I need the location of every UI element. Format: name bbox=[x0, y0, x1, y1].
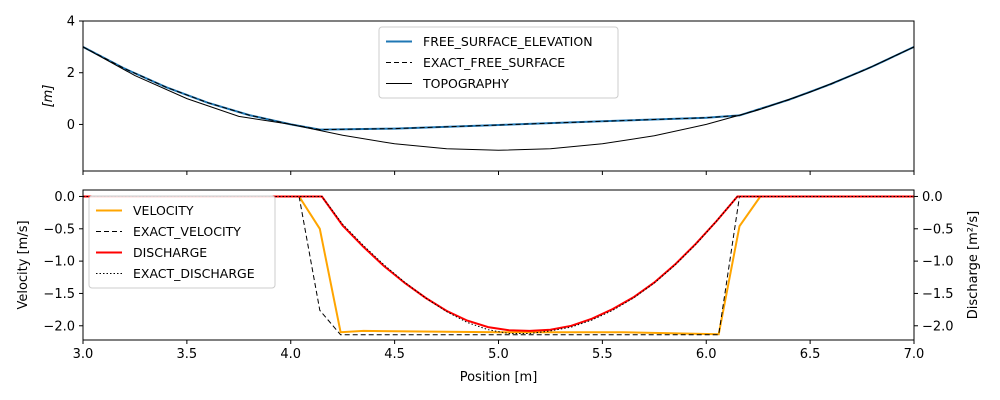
bottom-ytick-left-label-4: −2.0 bbox=[43, 319, 75, 334]
bottom-ytick-right-label-0: 0.0 bbox=[922, 190, 943, 205]
bottom-ytick-left-label-1: −0.5 bbox=[43, 222, 75, 237]
bottom-panel: 0.0 0.0 −0.5 −0.5 −1.0 −1.0 −1.5 −1.5 −2.0 −2.0 3.… bbox=[16, 189, 981, 385]
bottom-ytick-right-label-4: −2.0 bbox=[922, 319, 954, 334]
bottom-xtick-label-7: 6.5 bbox=[800, 347, 821, 362]
bottom-xtick-label-4: 5.0 bbox=[488, 347, 509, 362]
bottom-series-1-line bbox=[83, 196, 914, 336]
top-ytick-label-1: 2 bbox=[67, 66, 75, 81]
bottom-ytick-right-label-1: −0.5 bbox=[922, 222, 954, 237]
bottom-ytick-right-label-3: −1.5 bbox=[922, 287, 954, 302]
top-legend-box bbox=[378, 26, 619, 99]
bottom-ytick-left-label-3: −1.5 bbox=[43, 287, 75, 302]
bottom-ytick-right-label-2: −1.0 bbox=[922, 255, 954, 270]
bottom-ytick-left-label-0: 0.0 bbox=[54, 190, 75, 205]
bottom-series-3-line bbox=[83, 196, 914, 334]
top-panel: 0 2 4 [m] FREE_SURFACE_ELEVATION EXACT_FREE_S… bbox=[41, 15, 915, 175]
top-legend-label-0: FREE_SURFACE_ELEVATION bbox=[423, 34, 593, 49]
bottom-xtick-label-8: 7.0 bbox=[904, 347, 925, 362]
bottom-legend-label-2: DISCHARGE bbox=[133, 245, 207, 260]
bottom-xtick-label-6: 6.0 bbox=[696, 347, 717, 362]
top-ylabel: [m] bbox=[41, 85, 56, 108]
bottom-legend-box bbox=[88, 195, 276, 289]
top-series-2-line bbox=[82, 46, 915, 151]
bottom-xtick-label-0: 3.0 bbox=[73, 347, 94, 362]
bottom-xtick-label-5: 5.5 bbox=[592, 347, 613, 362]
bottom-ylabel-left: Velocity [m/s] bbox=[16, 220, 31, 309]
top-ytick-label-2: 4 bbox=[67, 15, 75, 30]
bottom-ytick-left-label-2: −1.0 bbox=[43, 255, 75, 270]
bottom-xlabel: Position [m] bbox=[460, 370, 538, 385]
bottom-xtick-label-2: 4.0 bbox=[280, 347, 301, 362]
top-legend-label-1: EXACT_FREE_SURFACE bbox=[423, 55, 565, 70]
bottom-series-0-line bbox=[83, 195, 914, 336]
bottom-xtick-label-1: 3.5 bbox=[177, 347, 198, 362]
bottom-series-2-line bbox=[83, 195, 914, 332]
bottom-legend-label-0: VELOCITY bbox=[133, 203, 194, 218]
bottom-legend-label-3: EXACT_DISCHARGE bbox=[133, 266, 255, 281]
bottom-ylabel-right: Discharge [m²/s] bbox=[966, 211, 981, 319]
top-ytick-label-0: 0 bbox=[67, 118, 75, 133]
bottom-legend-label-1: EXACT_VELOCITY bbox=[133, 224, 241, 239]
top-legend-label-2: TOPOGRAPHY bbox=[422, 76, 509, 91]
bottom-xtick-label-3: 4.5 bbox=[384, 347, 405, 362]
